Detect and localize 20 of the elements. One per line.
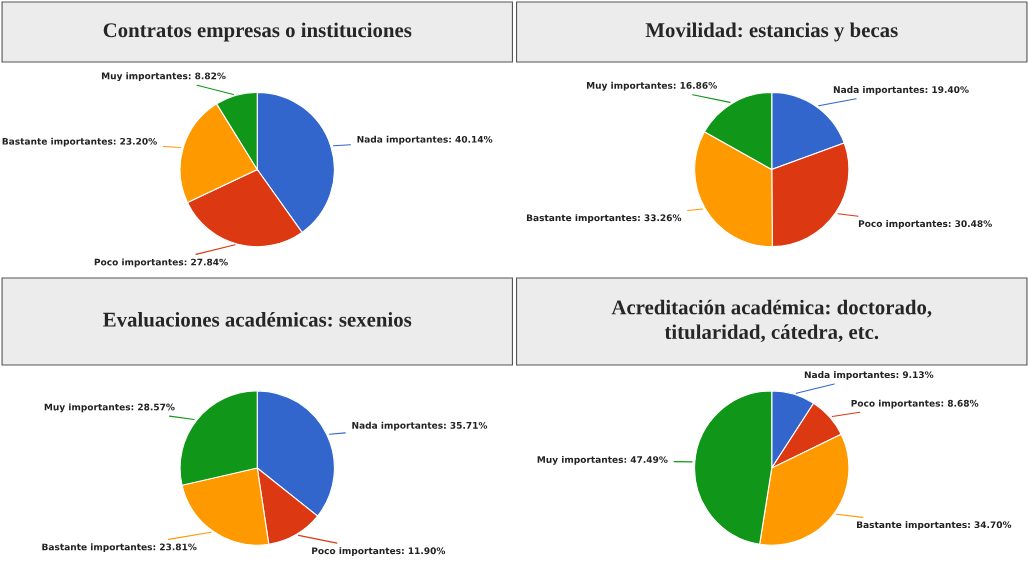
slice-label: Muy importantes: 16.86% [586,81,717,91]
slice-label: Muy importantes: 8.82% [102,72,226,82]
chart-title: Contratos empresas o instituciones [103,22,412,42]
slice-label: Poco importantes: 30.48% [858,220,992,229]
chart-title: Evaluaciones académicas: sexenios [103,312,412,327]
slice-label: Nada importantes: 9.13% [804,371,934,380]
slice-label: Nada importantes: 35.71% [352,421,488,431]
slice-label: Bastante importantes: 23.81% [42,543,197,553]
slice-label: Poco importantes: 11.90% [312,547,446,556]
slice-label: Poco importantes: 8.68% [851,399,979,409]
slice-label: Bastante importantes: 33.26% [526,214,682,223]
slice-label: Nada importantes: 40.14% [357,135,493,145]
slice-label: Muy importantes: 28.57% [44,403,175,413]
slice-label: Bastante importantes: 34.70% [857,521,1012,530]
chart-title: Movilidad: estancias y becas [645,22,898,42]
slice-label: Muy importantes: 47.49% [537,456,668,465]
slice-label: Bastante importantes: 23.20% [2,137,157,147]
chart-title: Acreditación académica: doctorado, titularidad, cátedra, etc. [611,299,932,343]
slice-label: Poco importantes: 27.84% [94,258,228,268]
slice-label: Nada importantes: 19.40% [833,86,969,95]
